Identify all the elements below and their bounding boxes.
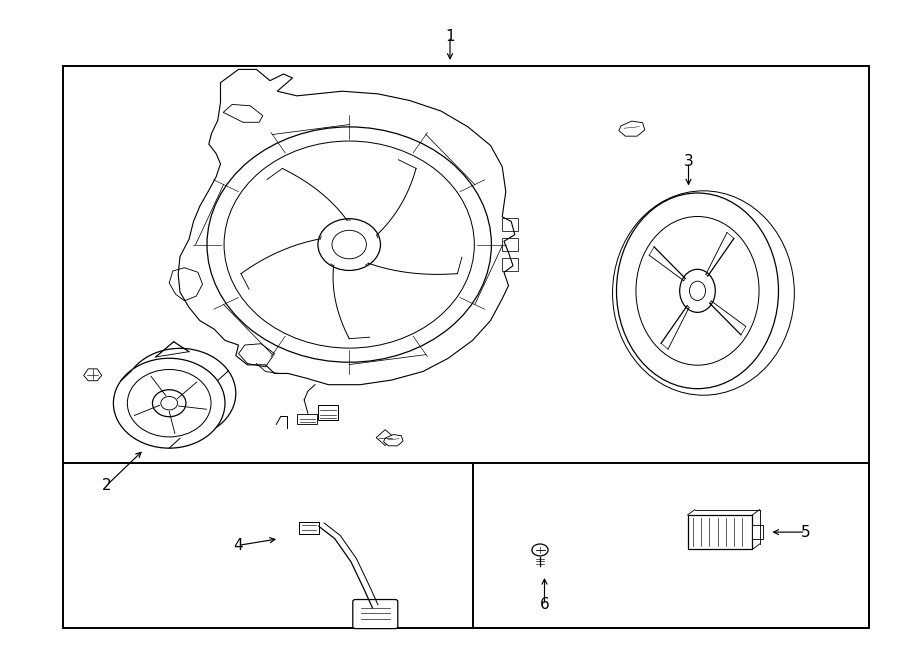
Ellipse shape	[616, 193, 778, 389]
Bar	[63, 66, 868, 628]
Bar	[688, 515, 752, 549]
Ellipse shape	[616, 193, 778, 389]
Polygon shape	[619, 121, 644, 136]
Ellipse shape	[680, 269, 716, 313]
FancyBboxPatch shape	[353, 600, 398, 629]
Text: 2: 2	[102, 479, 111, 493]
Text: 4: 4	[234, 538, 243, 553]
Text: 3: 3	[684, 155, 693, 169]
Bar	[752, 525, 763, 539]
Bar	[299, 522, 319, 534]
Polygon shape	[84, 369, 102, 381]
Bar	[297, 414, 317, 424]
Bar	[318, 405, 338, 420]
Circle shape	[532, 544, 548, 556]
Text: 6: 6	[540, 598, 549, 612]
Ellipse shape	[124, 348, 236, 438]
Ellipse shape	[615, 192, 788, 392]
Bar	[502, 238, 518, 251]
Ellipse shape	[613, 191, 795, 395]
Ellipse shape	[152, 390, 186, 416]
Polygon shape	[383, 434, 403, 446]
Bar	[472, 463, 868, 628]
Text: 1: 1	[446, 29, 454, 44]
Bar	[502, 258, 518, 271]
Text: 5: 5	[801, 525, 810, 539]
Ellipse shape	[113, 358, 225, 448]
Polygon shape	[376, 430, 394, 446]
Bar	[502, 218, 518, 231]
